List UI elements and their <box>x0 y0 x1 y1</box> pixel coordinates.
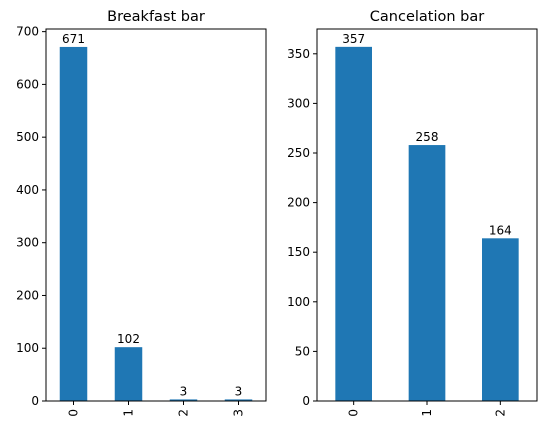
y-tick-label-300: 300 <box>16 236 39 250</box>
data-label-1: 102 <box>117 332 140 346</box>
x-tick-label-1: 1 <box>122 409 136 417</box>
data-label-2: 3 <box>180 384 188 398</box>
bar-1 <box>408 145 446 401</box>
chart-title: Breakfast bar <box>107 9 205 25</box>
y-tick-label-200: 200 <box>16 288 39 302</box>
y-tick-label-700: 700 <box>16 25 39 39</box>
chart-panel-0: 671 102 3 3 0 100 200 300 400 500 600 700 0 1 2 3 Breakf… <box>16 9 267 417</box>
data-label-0: 357 <box>342 32 365 46</box>
y-tick-label-100: 100 <box>16 341 39 355</box>
y-tick-label-350: 350 <box>287 47 310 61</box>
bar-1 <box>114 347 143 401</box>
data-label-1: 258 <box>416 130 439 144</box>
y-tick-label-100: 100 <box>287 295 310 309</box>
y-tick-label-200: 200 <box>287 196 310 210</box>
x-tick-label-0: 0 <box>67 409 81 417</box>
y-tick-label-150: 150 <box>287 245 310 259</box>
x-tick-label-2: 2 <box>493 409 507 417</box>
x-tick-label-1: 1 <box>420 409 434 417</box>
chart-title: Cancelation bar <box>370 9 484 25</box>
y-tick-label-300: 300 <box>287 96 310 110</box>
axes-frame <box>45 28 267 402</box>
y-tick-label-400: 400 <box>16 183 39 197</box>
bar-2 <box>169 399 198 401</box>
y-tick-label-600: 600 <box>16 77 39 91</box>
chart-panel-1: 357 258 164 0 50 100 150 200 250 300 350 0 1 2 Cancela… <box>287 9 538 417</box>
data-label-2: 164 <box>489 223 512 237</box>
y-tick-label-0: 0 <box>31 394 39 408</box>
bar-0 <box>335 46 372 402</box>
y-tick-label-0: 0 <box>302 394 310 408</box>
bar-3 <box>224 399 253 401</box>
data-label-0: 671 <box>62 32 85 46</box>
y-tick-label-50: 50 <box>295 344 310 358</box>
bar-0 <box>59 46 88 401</box>
data-label-3: 3 <box>235 384 243 398</box>
x-tick-label-2: 2 <box>177 409 191 417</box>
x-tick-label-0: 0 <box>347 409 361 417</box>
x-tick-label-3: 3 <box>232 409 246 417</box>
bar-2 <box>482 238 519 401</box>
y-tick-label-250: 250 <box>287 146 310 160</box>
y-tick-label-500: 500 <box>16 130 39 144</box>
